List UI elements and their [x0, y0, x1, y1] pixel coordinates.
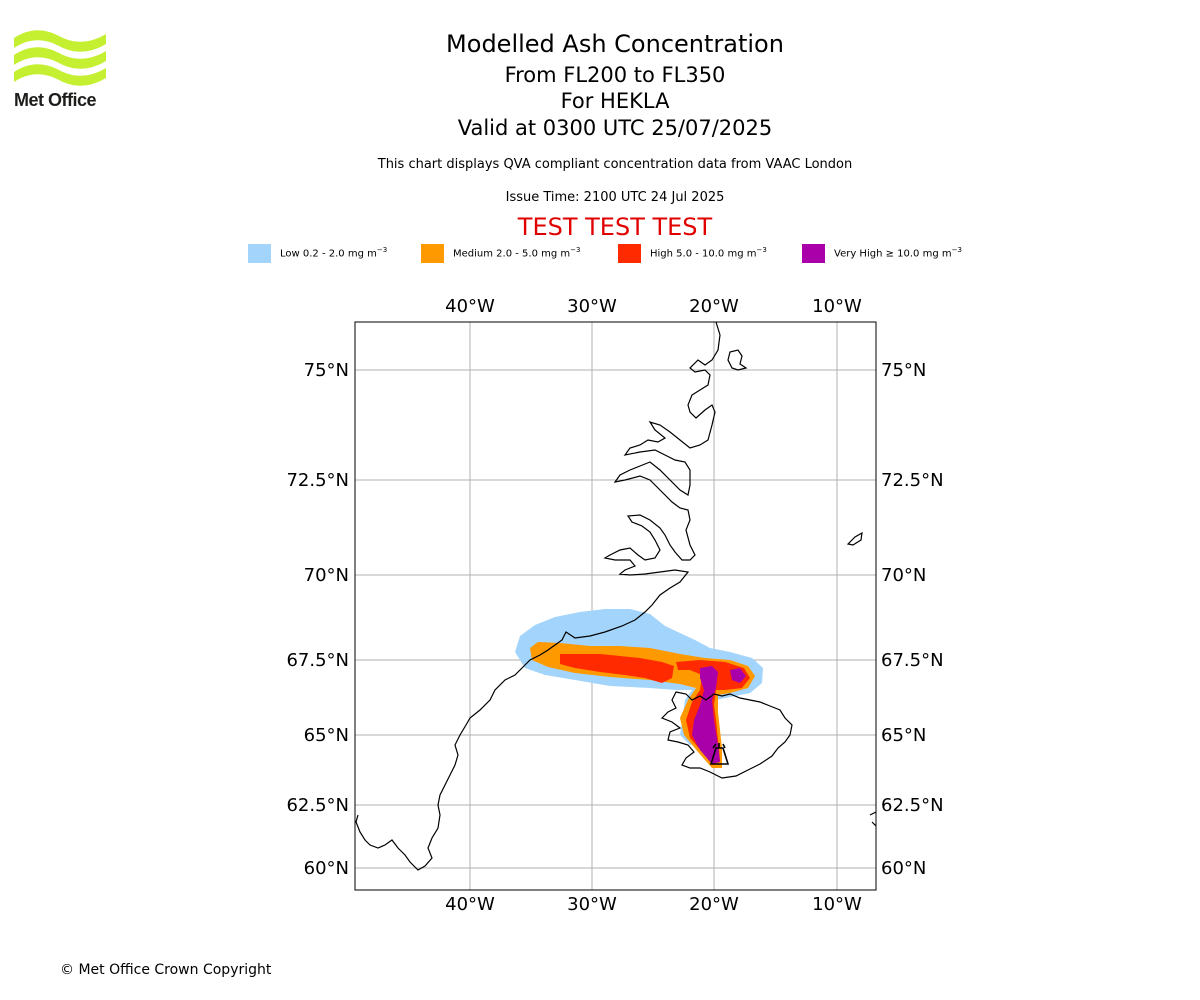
volcano-triangle-icon [709, 743, 730, 765]
lon-label-bottom-20w: 20°W [689, 894, 739, 915]
map-frame [354, 321, 877, 891]
concentration-legend: Low 0.2 - 2.0 mg m−3 Medium 2.0 - 5.0 mg… [0, 244, 1200, 264]
lat-label-right-72-5n: 72.5°N [881, 470, 944, 491]
lat-label-left-62-5n: 62.5°N [286, 795, 349, 816]
chart-title: Modelled Ash Concentration [446, 30, 784, 58]
flight-level-range: From FL200 to FL350 [504, 63, 726, 87]
chart-description: This chart displays QVA compliant concen… [377, 157, 853, 172]
test-banner: TEST TEST TEST [517, 213, 713, 241]
lat-label-right-75n: 75°N [881, 360, 926, 381]
lat-label-right-70n: 70°N [881, 565, 926, 586]
lat-label-left-60n: 60°N [304, 858, 349, 879]
lon-label-top-10w: 10°W [812, 296, 862, 317]
lat-label-left-65n: 65°N [304, 725, 349, 746]
jan-mayen-coastline [846, 531, 863, 546]
met-office-logo-text: Met Office [14, 90, 97, 110]
lat-label-right-65n: 65°N [881, 725, 926, 746]
met-office-logo: Met Office [14, 30, 109, 112]
valid-time: Valid at 0300 UTC 25/07/2025 [457, 116, 773, 140]
issue-time: Issue Time: 2100 UTC 24 Jul 2025 [505, 190, 725, 205]
legend-swatch-low [248, 244, 271, 263]
iceland-coastline [660, 691, 793, 779]
legend-swatch-high [618, 244, 641, 263]
volcano-name: For HEKLA [560, 89, 670, 113]
ash-area-very-high [692, 666, 746, 764]
legend-label-high: High 5.0 - 10.0 mg m−3 [650, 246, 767, 260]
lat-label-right-60n: 60°N [881, 858, 926, 879]
lat-label-left-70n: 70°N [304, 565, 349, 586]
lat-label-right-62-5n: 62.5°N [881, 795, 944, 816]
lat-label-right-67-5n: 67.5°N [881, 650, 944, 671]
legend-swatch-medium [421, 244, 444, 263]
lon-label-bottom-40w: 40°W [445, 894, 495, 915]
legend-label-medium: Medium 2.0 - 5.0 mg m−3 [453, 246, 581, 260]
legend-swatch-very-high [802, 244, 825, 263]
lon-label-top-40w: 40°W [445, 296, 495, 317]
lat-label-left-75n: 75°N [304, 360, 349, 381]
coastlines [355, 322, 876, 871]
lat-label-left-72-5n: 72.5°N [286, 470, 349, 491]
lon-label-top-30w: 30°W [567, 296, 617, 317]
map-gridlines [355, 322, 876, 890]
lon-label-top-20w: 20°W [689, 296, 739, 317]
faroe-coastline [869, 811, 876, 827]
lon-label-bottom-30w: 30°W [567, 894, 617, 915]
spitsbergen-coastline [727, 349, 748, 371]
met-office-wave-icon [14, 30, 106, 86]
legend-label-low: Low 0.2 - 2.0 mg m−3 [280, 246, 388, 260]
legend-label-very-high: Very High ≥ 10.0 mg m−3 [834, 246, 962, 260]
lat-label-left-67-5n: 67.5°N [286, 650, 349, 671]
lon-label-bottom-10w: 10°W [812, 894, 862, 915]
greenland-coastline [355, 322, 721, 871]
copyright-notice: © Met Office Crown Copyright [60, 962, 272, 978]
